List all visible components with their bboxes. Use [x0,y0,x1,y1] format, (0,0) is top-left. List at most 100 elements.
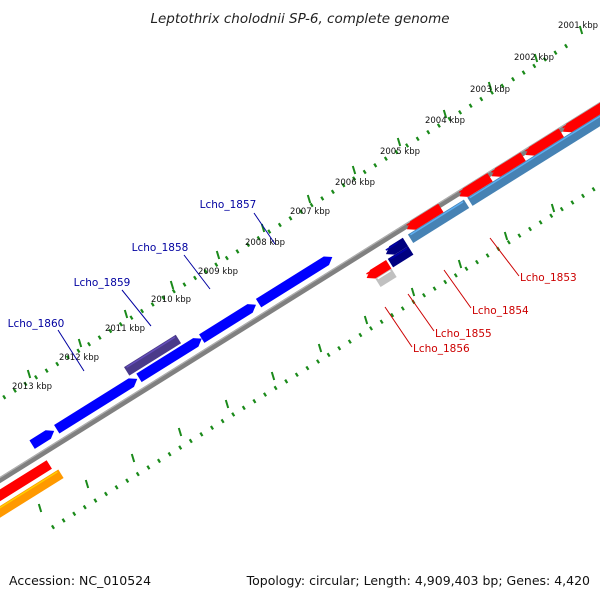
scale-dot [171,288,176,294]
gene-lcho-1853-a[interactable] [407,199,470,244]
scale-dot [373,163,378,168]
scale-dot [97,335,102,340]
scale-major-tick [410,287,416,297]
gene-label-lcho-1858[interactable]: Lcho_1858 [132,242,189,254]
gene-red-b-body[interactable] [459,173,493,197]
gene-red-d-body[interactable] [525,128,564,156]
gene-lcho-1853-a-body[interactable] [407,199,470,244]
gene-lcho-1858[interactable] [124,334,182,376]
scale-dot [252,398,257,404]
gene-red-small-1[interactable] [366,259,392,279]
gene-lcho-1855-body[interactable] [385,237,409,255]
scale-dot [288,216,293,221]
gene-red-c[interactable] [491,152,526,177]
gene-lcho-1855[interactable] [385,237,409,255]
scale-dot [581,193,586,199]
scale-dot [231,412,236,417]
scale-dot [426,129,431,135]
gene-lcho-1855-b-body[interactable] [387,246,414,268]
scale-dot [330,189,335,195]
scale-dot [458,110,463,115]
gene-orange-strand-body[interactable] [0,469,64,529]
scale-major-tick [351,165,357,175]
scale-dot [167,451,172,457]
gene-red-strand-body[interactable] [0,460,52,516]
scale-dot [538,220,543,225]
scale-major-tick [169,280,175,290]
gene-lcho-1853[interactable] [467,105,600,206]
scale-dot [299,209,304,214]
gene-red-c-body[interactable] [491,152,526,177]
gene-red-1854[interactable] [406,203,444,230]
gene-label-lcho-1856[interactable]: Lcho_1856 [413,343,470,355]
scale-label: 2006 kbp [335,178,375,188]
gene-red-strand[interactable] [0,460,52,516]
scale-dot [267,229,272,234]
gene-red-b[interactable] [459,173,493,197]
gene-lcho-1859[interactable] [136,338,202,383]
gene-red-1854-body[interactable] [406,203,444,230]
scale-dot [347,339,352,344]
scale-label: 2010 kbp [151,295,191,305]
scale-major-tick [130,453,136,463]
gene-lcho-1853-highlight [469,115,600,199]
gene-lcho-1856[interactable] [375,268,397,288]
scale-dot [193,275,198,281]
scale-major-tick [84,479,90,489]
gene-lcho-1860-body[interactable] [29,430,55,449]
gene-label-lcho-1859[interactable]: Lcho_1859 [74,277,131,289]
gene-lcho-1857-b[interactable] [255,256,333,308]
gene-lcho-1858-body[interactable] [124,334,182,376]
gene-lcho-1855-b[interactable] [387,246,414,268]
scale-dot [316,359,321,364]
scale-dot [203,269,208,274]
gene-label-lcho-1854[interactable]: Lcho_1854 [472,305,529,317]
scale-dot [394,149,399,155]
gene-lcho-1856-body[interactable] [375,268,397,288]
gene-lcho-1860-b-body[interactable] [54,378,138,434]
scale-dot [405,143,410,148]
gene-lcho-1857-b-body[interactable] [255,256,333,308]
scale-dot [284,379,289,384]
scale-dot [432,286,437,291]
scale-major-tick [317,343,323,353]
scale-dot [273,385,278,391]
scale-dot [199,432,204,437]
scale-label: 2001 kbp [558,21,598,31]
gene-lcho-1855-b-highlight [389,247,408,260]
scale-major-tick [457,259,463,269]
scale-major-tick [363,315,369,325]
gene-features[interactable] [0,97,600,529]
scale-dot [51,524,55,530]
gene-red-e[interactable] [562,97,600,133]
gene-lcho-1857-body[interactable] [199,304,257,343]
label-leader-line [57,329,85,372]
scale-dot [224,255,229,261]
gene-lcho-1860-b[interactable] [54,378,138,434]
scale-dot [553,50,558,55]
scale-major-tick [306,194,312,204]
gene-red-small-1-body[interactable] [366,259,392,279]
gene-lcho-1859-body[interactable] [136,338,202,383]
gene-red-d[interactable] [525,128,564,156]
scale-dot [76,348,81,354]
gene-label-lcho-1855[interactable]: Lcho_1855 [435,328,492,340]
scale-dot [500,83,505,89]
scale-major-tick [578,25,584,35]
genome-summary-text: Topology: circular; Length: 4,909,403 bp… [246,573,590,588]
gene-label-lcho-1857[interactable]: Lcho_1857 [200,199,257,211]
scale-dot [320,196,325,201]
scale-dot [182,282,187,287]
scale-dot [506,239,511,245]
gene-label-lcho-1853[interactable]: Lcho_1853 [520,272,577,284]
scale-dot [305,365,310,371]
scale-dot [453,273,458,278]
scale-dot [447,116,452,122]
gene-label-lcho-1860[interactable]: Lcho_1860 [8,318,65,330]
scale-dot [146,465,151,470]
scale-label: 2002 kbp [514,53,554,63]
gene-lcho-1860[interactable] [29,430,55,449]
gene-lcho-1857[interactable] [199,304,257,343]
gene-orange-strand[interactable] [0,469,64,529]
scale-dot [12,388,17,393]
